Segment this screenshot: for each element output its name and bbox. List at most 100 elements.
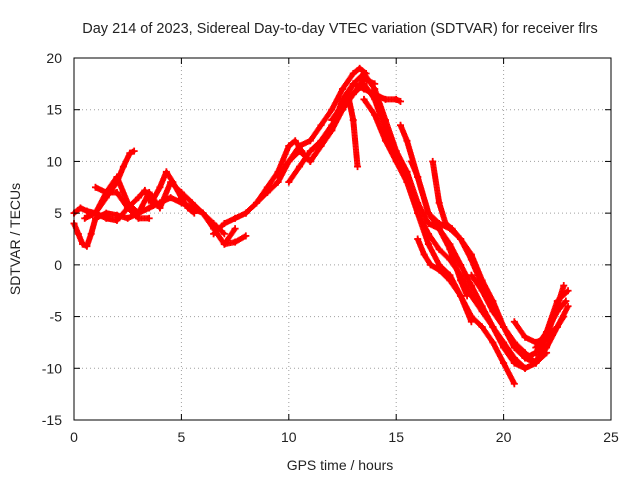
data-point [356, 64, 364, 72]
data-point [500, 323, 508, 331]
data-point [478, 307, 486, 315]
data-point [414, 235, 422, 243]
data-point [306, 157, 314, 165]
data-point [564, 287, 572, 295]
y-tick-label: 5 [54, 205, 62, 221]
data-point [349, 90, 357, 98]
data-point [420, 251, 428, 259]
data-point [424, 209, 432, 217]
data-point [429, 157, 437, 165]
y-tick-label: -5 [50, 309, 63, 325]
data-point [371, 95, 379, 103]
x-tick-label: 15 [388, 429, 404, 445]
series-arc-2 [70, 173, 228, 238]
series-trace [414, 236, 474, 324]
x-tick-label: 0 [70, 429, 78, 445]
data-point [457, 276, 465, 284]
y-tick-label: 0 [54, 257, 62, 273]
data-point [91, 183, 99, 191]
y-axis-label: SDTVAR / TECUs [7, 183, 23, 295]
x-tick-label: 5 [178, 429, 186, 445]
data-point [113, 178, 121, 186]
series-arc-6 [220, 232, 250, 248]
data-point [553, 323, 561, 331]
data-point [478, 323, 486, 331]
data-point [231, 225, 239, 233]
data-point [478, 287, 486, 295]
data-point [210, 230, 218, 238]
data-point [435, 219, 443, 227]
data-point [263, 183, 271, 191]
data-point [467, 271, 475, 279]
y-tick-label: 10 [46, 153, 62, 169]
data-point [562, 297, 570, 305]
series-trace [397, 122, 470, 298]
data-point [220, 230, 228, 238]
data-point [381, 137, 389, 145]
plot-frame [73, 57, 612, 421]
data-point [521, 354, 529, 362]
data-point [102, 188, 110, 196]
data-point [543, 328, 551, 336]
data-point [242, 232, 250, 240]
series-arc-20 [532, 297, 570, 352]
data-point [427, 261, 435, 269]
y-tick-label: 20 [46, 50, 62, 66]
data-point [328, 106, 336, 114]
data-point [231, 238, 239, 246]
data-point [371, 85, 379, 93]
data-point [489, 338, 497, 346]
data-point [521, 364, 529, 372]
data-point [162, 168, 170, 176]
data-point [339, 101, 346, 109]
series-trace [532, 299, 568, 351]
data-point [285, 178, 293, 186]
data-point [435, 199, 443, 207]
series-trace [360, 96, 549, 372]
data-point [296, 163, 304, 171]
data-point [360, 70, 368, 78]
data-point [134, 194, 142, 202]
data-point [500, 338, 508, 346]
data-point [349, 70, 357, 78]
data-point [360, 80, 368, 88]
data-point [396, 97, 404, 105]
data-point [306, 147, 314, 155]
data-point [83, 207, 91, 215]
data-point [407, 157, 415, 165]
data-point [381, 95, 389, 103]
data-point [532, 359, 540, 367]
data-point [210, 219, 218, 227]
data-point [190, 209, 198, 217]
y-tick-label: -10 [42, 360, 62, 376]
data-point [156, 204, 164, 212]
data-point [274, 173, 282, 181]
data-point [285, 157, 293, 165]
data-point [510, 344, 518, 352]
data-point [285, 142, 293, 150]
data-point [510, 354, 518, 362]
data-point [102, 214, 110, 222]
data-point [296, 147, 304, 155]
chart-title: Day 214 of 2023, Sidereal Day-to-day VTE… [82, 21, 597, 37]
data-point [113, 188, 121, 196]
data-point [184, 204, 192, 212]
data-point [467, 318, 475, 326]
data-point [500, 359, 508, 367]
y-tick-label: -15 [42, 412, 62, 428]
data-point [124, 214, 132, 222]
data-point [435, 245, 443, 253]
data-point [134, 214, 142, 222]
data-point [113, 216, 121, 224]
data-point [167, 194, 175, 202]
data-point [124, 204, 132, 212]
series-arc-4 [81, 168, 198, 224]
data-marks-layer [70, 64, 572, 388]
data-point [396, 121, 404, 129]
data-point [145, 214, 153, 222]
data-point [414, 209, 422, 217]
data-point [553, 307, 561, 315]
data-point [79, 240, 87, 248]
data-point [510, 380, 518, 388]
